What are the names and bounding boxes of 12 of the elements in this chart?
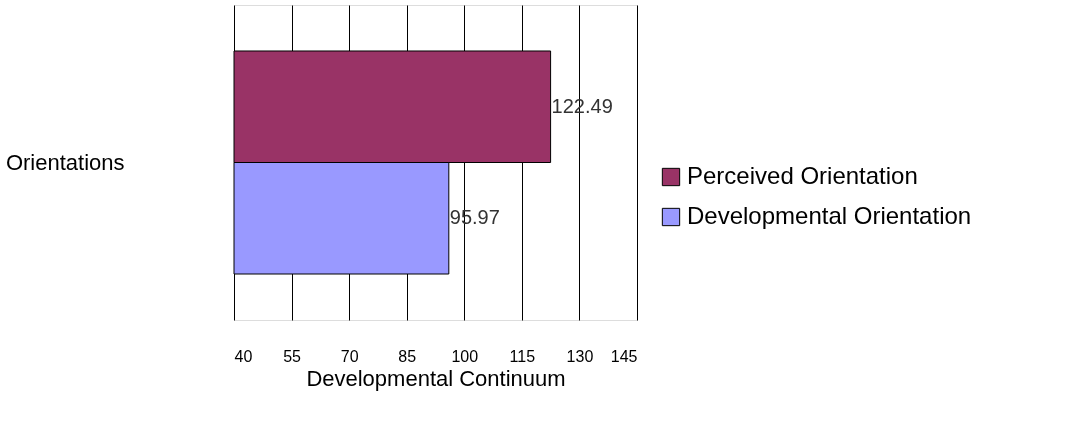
- legend-label: Perceived Orientation: [687, 162, 918, 189]
- x-tick-label: 130: [566, 347, 594, 365]
- x-tick-label: 85: [398, 347, 417, 365]
- x-tick-label: 115: [509, 347, 536, 365]
- x-tick-label: 55: [283, 347, 302, 365]
- x-axis-title: Developmental Continuum: [306, 365, 566, 391]
- x-tick-label: 40: [234, 347, 253, 365]
- x-tick-label: 100: [451, 347, 479, 365]
- y-tick-label: Orientations: [5, 149, 125, 175]
- x-tick-label: 145: [610, 347, 638, 365]
- x-tick-label: 70: [340, 347, 359, 365]
- legend-label: Developmental Orientation: [687, 202, 972, 229]
